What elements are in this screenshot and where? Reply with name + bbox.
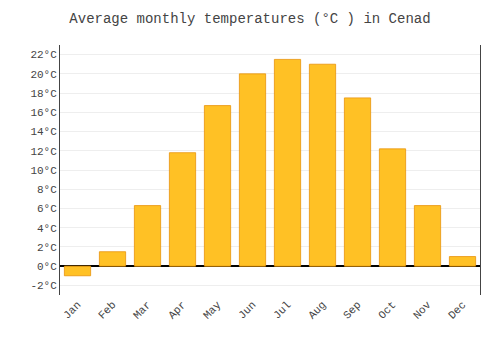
svg-text:Jul: Jul [271, 299, 293, 321]
svg-text:6°C: 6°C [37, 203, 57, 215]
svg-text:Jun: Jun [236, 299, 258, 321]
svg-text:2°C: 2°C [37, 242, 57, 254]
svg-text:4°C: 4°C [37, 223, 57, 235]
svg-text:-2°C: -2°C [30, 280, 57, 292]
svg-text:0°C: 0°C [37, 261, 57, 273]
svg-text:Feb: Feb [96, 299, 118, 321]
svg-text:8°C: 8°C [37, 184, 57, 196]
svg-text:22°C: 22°C [30, 49, 57, 61]
svg-text:Dec: Dec [446, 299, 468, 321]
svg-text:14°C: 14°C [30, 126, 57, 138]
svg-text:Apr: Apr [166, 299, 188, 321]
svg-text:Aug: Aug [306, 299, 328, 321]
svg-text:12°C: 12°C [30, 146, 57, 158]
svg-text:Sep: Sep [341, 299, 363, 321]
svg-text:20°C: 20°C [30, 69, 57, 81]
svg-text:Average monthly temperatures (: Average monthly temperatures (°C ) in Ce… [69, 11, 430, 27]
svg-text:Oct: Oct [376, 299, 398, 321]
svg-text:Jan: Jan [61, 299, 83, 321]
svg-text:10°C: 10°C [30, 165, 57, 177]
svg-text:16°C: 16°C [30, 107, 57, 119]
svg-text:May: May [201, 299, 224, 322]
svg-text:Nov: Nov [411, 299, 434, 322]
svg-text:Mar: Mar [131, 299, 153, 321]
svg-text:18°C: 18°C [30, 88, 57, 100]
